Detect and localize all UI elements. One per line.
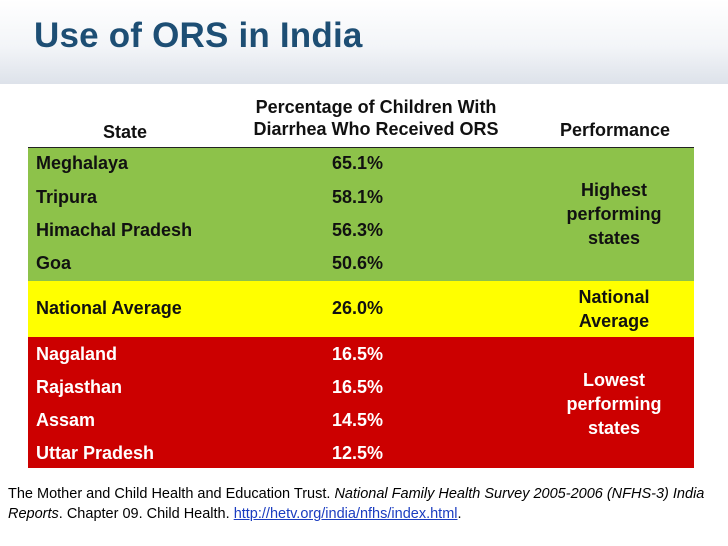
source-citation: The Mother and Child Health and Educatio… — [8, 484, 720, 524]
performance-line: Highest — [580, 180, 647, 200]
state-name: Rajasthan — [36, 377, 123, 397]
header-percentage-line1: Percentage of Children With — [255, 97, 497, 117]
state-name: Tripura — [36, 187, 98, 207]
ors-percentage: 16.5% — [332, 344, 384, 364]
source-text: The Mother and Child Health and Educatio… — [8, 486, 335, 502]
performance-line: Lowest — [582, 370, 645, 390]
ors-percentage: 58.1% — [332, 187, 384, 207]
ors-percentage: 56.3% — [332, 220, 384, 240]
performance-line: states — [587, 418, 641, 438]
header-performance: Performance — [559, 120, 671, 140]
header-percentage-line2: Diarrhea Who Received ORS — [253, 119, 499, 139]
performance-national: National Average — [544, 285, 684, 333]
source-link[interactable]: http://hetv.org/india/nfhs/index.html — [233, 506, 458, 522]
state-name: Uttar Pradesh — [36, 443, 155, 463]
state-name: Meghalaya — [36, 153, 129, 173]
ors-percentage: 12.5% — [332, 443, 384, 463]
performance-line: performing — [566, 204, 662, 224]
state-name: Himachal Pradesh — [36, 220, 193, 240]
ors-percentage: 50.6% — [332, 253, 384, 273]
ors-percentage: 65.1% — [332, 153, 384, 173]
ors-percentage: 14.5% — [332, 410, 384, 430]
state-name: National Average — [36, 298, 182, 318]
source-title: National Family Health Survey 2005-2006 … — [8, 486, 705, 522]
ors-percentage: 16.5% — [332, 377, 384, 397]
source-text: . Chapter 09. Child Health. — [58, 506, 234, 522]
performance-line: Average — [578, 311, 650, 331]
performance-line: performing — [566, 394, 662, 414]
band-highest — [28, 148, 694, 281]
state-name: Nagaland — [36, 344, 118, 364]
header-percentage: Percentage of Children With Diarrhea Who… — [226, 96, 526, 140]
band-national-average — [28, 281, 694, 337]
state-name: Goa — [36, 253, 72, 273]
header-band — [0, 0, 728, 84]
performance-line: National — [578, 287, 650, 307]
ors-percentage: 26.0% — [332, 298, 384, 318]
header-state: State — [102, 122, 147, 142]
source-text: . — [457, 506, 462, 522]
performance-lowest: Lowest performing states — [544, 368, 684, 440]
performance-highest: Highest performing states — [544, 178, 684, 250]
page-title: Use of ORS in India — [34, 16, 363, 55]
state-name: Assam — [36, 410, 96, 430]
performance-line: states — [587, 228, 641, 248]
band-lowest — [28, 337, 694, 468]
